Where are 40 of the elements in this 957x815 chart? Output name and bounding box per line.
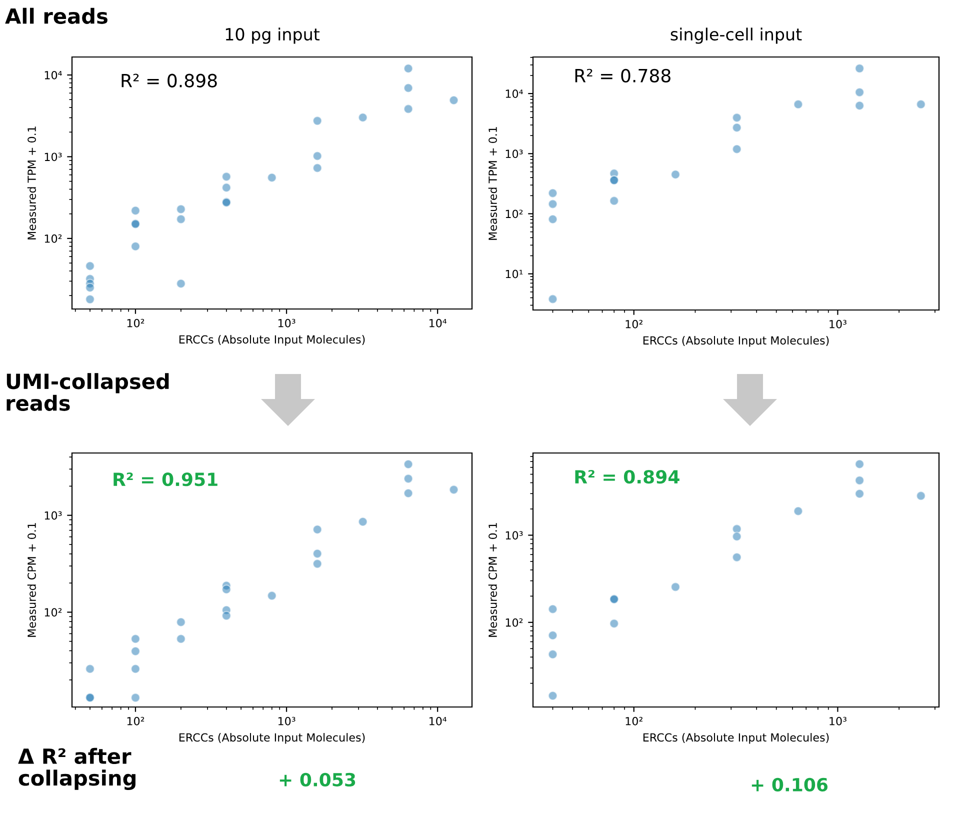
- y-axis-title: Measured TPM + 0.1: [27, 126, 36, 240]
- chart-title: 10 pg input: [226, 28, 320, 44]
- y-tick-label: 10²: [44, 608, 62, 617]
- chart-title: single-cell input: [670, 28, 802, 44]
- x-axis-title: ERCCs (Absolute Input Molecules): [643, 336, 829, 347]
- annotation: R² = 0.894: [575, 470, 680, 484]
- x-tick-label: 10²: [626, 716, 642, 726]
- x-tick-label: 10³: [830, 716, 846, 726]
- x-axis-title: ERCCs (Absolute Input Molecules): [179, 733, 365, 744]
- x-axis-title: ERCCs (Absolute Input Molecules): [643, 733, 829, 744]
- y-tick-label: 10³: [506, 150, 523, 158]
- y-axis-title: Measured TPM + 0.1: [488, 127, 497, 240]
- x-tick-label: 10³: [278, 716, 296, 726]
- y-tick-label: 10³: [506, 531, 523, 540]
- y-axis-title: Measured CPM + 0.1: [488, 523, 497, 637]
- y-tick-label: 10¹: [506, 270, 523, 278]
- x-tick-label: 10²: [626, 320, 642, 328]
- x-tick-label: 10⁴: [430, 318, 447, 328]
- annotation: R² = 0.788: [575, 68, 670, 82]
- y-tick-label: 10²: [44, 234, 62, 243]
- y-tick-label: 10³: [44, 152, 62, 162]
- annotation: R² = 0.951: [114, 472, 218, 486]
- x-tick-label: 10³: [830, 320, 846, 328]
- x-tick-label: 10²: [127, 318, 144, 328]
- text: Δ R² after collapsing: [18, 748, 136, 790]
- y-tick-label: 10⁴: [506, 90, 523, 98]
- y-tick-label: 10⁴: [44, 70, 62, 80]
- y-tick-label: 10²: [506, 210, 523, 218]
- y-tick-label: 10²: [506, 618, 523, 627]
- y-axis-title: Measured CPM + 0.1: [27, 523, 36, 637]
- y-tick-label: 10³: [44, 511, 62, 520]
- text: All reads: [5, 8, 108, 24]
- text: + 0.053: [280, 772, 356, 786]
- text: UMI-collapsed reads: [6, 373, 169, 411]
- text: + 0.106: [752, 778, 828, 792]
- x-tick-label: 10⁴: [430, 716, 447, 726]
- annotation: R² = 0.898: [122, 74, 217, 88]
- x-tick-label: 10³: [278, 318, 296, 328]
- x-tick-label: 10²: [127, 716, 144, 726]
- x-axis-title: ERCCs (Absolute Input Molecules): [179, 335, 365, 346]
